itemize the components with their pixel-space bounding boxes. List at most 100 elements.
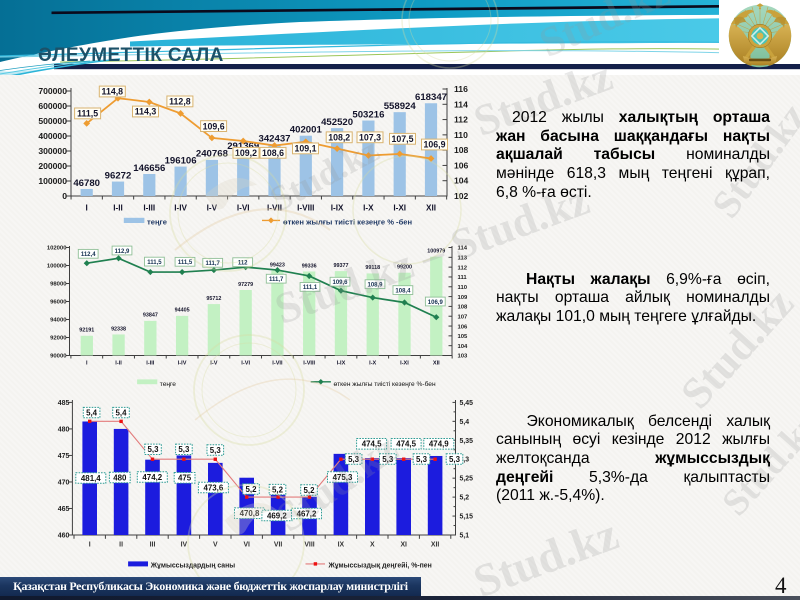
svg-text:I-VIII: I-VIII <box>303 361 315 367</box>
svg-text:460: 460 <box>58 533 70 540</box>
svg-text:400000: 400000 <box>38 131 67 141</box>
svg-text:I-V: I-V <box>210 361 217 367</box>
svg-text:109: 109 <box>458 295 469 301</box>
svg-text:5,3: 5,3 <box>178 445 190 454</box>
svg-text:95712: 95712 <box>206 296 221 302</box>
svg-text:99336: 99336 <box>302 263 317 269</box>
svg-text:92191: 92191 <box>79 328 94 334</box>
svg-text:өткен жылғы тиісті кезеңге % -: өткен жылғы тиісті кезеңге % -бен <box>283 217 412 226</box>
svg-text:I-IV: I-IV <box>178 361 187 367</box>
svg-text:XII: XII <box>431 542 440 549</box>
svg-text:5,4: 5,4 <box>86 409 98 418</box>
svg-text:452520: 452520 <box>321 117 353 128</box>
svg-text:100000: 100000 <box>38 176 67 186</box>
svg-text:500000: 500000 <box>38 116 67 126</box>
svg-text:109,6: 109,6 <box>332 280 348 286</box>
svg-text:473,6: 473,6 <box>204 483 224 492</box>
svg-text:46780: 46780 <box>73 178 100 189</box>
svg-text:114: 114 <box>454 99 468 109</box>
svg-text:96272: 96272 <box>105 170 132 181</box>
svg-text:108,4: 108,4 <box>395 288 411 294</box>
svg-text:теңге: теңге <box>160 381 177 388</box>
svg-text:106,9: 106,9 <box>428 300 444 306</box>
svg-text:474,9: 474,9 <box>429 440 449 449</box>
svg-text:Stud.kz: Stud.kz <box>533 0 676 67</box>
svg-text:XII: XII <box>426 204 436 213</box>
svg-text:112,8: 112,8 <box>169 97 191 107</box>
svg-text:99377: 99377 <box>333 263 348 269</box>
svg-text:107,3: 107,3 <box>359 133 381 143</box>
svg-text:112,4: 112,4 <box>81 252 96 258</box>
svg-text:109,2: 109,2 <box>235 148 257 158</box>
svg-text:I-IX: I-IX <box>331 204 344 213</box>
svg-text:104: 104 <box>458 344 469 350</box>
svg-text:I: I <box>89 542 91 549</box>
svg-text:I-II: I-II <box>115 361 122 367</box>
svg-text:200000: 200000 <box>38 161 67 171</box>
svg-text:98000: 98000 <box>50 282 67 288</box>
svg-text:114: 114 <box>458 246 468 252</box>
svg-text:5,2: 5,2 <box>460 495 470 502</box>
svg-text:5,3: 5,3 <box>460 457 470 464</box>
svg-text:342437: 342437 <box>258 133 290 144</box>
svg-text:XII: XII <box>433 361 440 367</box>
svg-text:5,3: 5,3 <box>210 446 222 455</box>
svg-text:90000: 90000 <box>50 354 67 360</box>
svg-text:108,6: 108,6 <box>262 148 284 158</box>
svg-text:467,2: 467,2 <box>297 509 317 518</box>
svg-text:618347: 618347 <box>415 92 447 103</box>
svg-text:110: 110 <box>454 130 468 140</box>
svg-text:96000: 96000 <box>50 300 67 306</box>
svg-text:469,2: 469,2 <box>267 511 287 520</box>
svg-text:103: 103 <box>458 354 469 360</box>
svg-text:100979: 100979 <box>427 248 445 254</box>
svg-text:240768: 240768 <box>196 149 229 160</box>
svg-text:104: 104 <box>454 176 469 186</box>
svg-text:I-XI: I-XI <box>400 361 409 367</box>
svg-text:111,5: 111,5 <box>178 260 193 266</box>
svg-text:111,7: 111,7 <box>206 261 221 267</box>
svg-text:I-III: I-III <box>143 204 155 213</box>
svg-text:5,35: 5,35 <box>460 438 474 445</box>
svg-text:291369: 291369 <box>227 141 259 152</box>
svg-text:475,3: 475,3 <box>333 473 353 482</box>
svg-text:111,5: 111,5 <box>77 109 98 119</box>
svg-text:XI: XI <box>400 542 407 549</box>
svg-text:5,2: 5,2 <box>304 486 316 495</box>
svg-text:5,2: 5,2 <box>272 486 284 495</box>
svg-text:105: 105 <box>458 334 469 340</box>
svg-text:106: 106 <box>454 160 469 170</box>
svg-text:109,6: 109,6 <box>203 121 225 131</box>
svg-text:196106: 196106 <box>165 155 197 166</box>
svg-text:114,3: 114,3 <box>135 107 157 117</box>
svg-text:5,15: 5,15 <box>460 514 474 521</box>
svg-text:474,2: 474,2 <box>142 473 162 482</box>
svg-text:402001: 402001 <box>290 125 323 136</box>
svg-text:107: 107 <box>458 314 469 320</box>
svg-text:112: 112 <box>458 265 468 271</box>
svg-text:5,1: 5,1 <box>460 533 470 540</box>
svg-text:111,5: 111,5 <box>147 260 162 266</box>
svg-text:146656: 146656 <box>133 163 165 174</box>
svg-text:5,3: 5,3 <box>416 455 428 464</box>
svg-text:I-IV: I-IV <box>174 204 187 213</box>
svg-text:465: 465 <box>58 506 70 513</box>
svg-text:300000: 300000 <box>38 146 67 156</box>
svg-text:480: 480 <box>58 426 70 433</box>
svg-text:Жұмыссыздық деңгейі, %-пен: Жұмыссыздық деңгейі, %-пен <box>328 561 432 569</box>
svg-text:700000: 700000 <box>38 86 67 96</box>
svg-text:113: 113 <box>458 256 468 262</box>
svg-text:5,4: 5,4 <box>116 409 128 418</box>
svg-text:108: 108 <box>454 145 469 155</box>
svg-text:94000: 94000 <box>50 318 67 324</box>
svg-text:110: 110 <box>458 285 468 291</box>
svg-text:5,25: 5,25 <box>460 476 474 483</box>
svg-text:99423: 99423 <box>270 262 285 268</box>
svg-text:111: 111 <box>458 275 468 281</box>
svg-text:92338: 92338 <box>111 326 126 332</box>
svg-text:I-VII: I-VII <box>267 204 282 213</box>
svg-text:I-II: I-II <box>113 204 123 213</box>
svg-text:92000: 92000 <box>50 336 67 342</box>
svg-text:470: 470 <box>58 479 70 486</box>
svg-text:өткен жылғы тиісті кезеңге %-б: өткен жылғы тиісті кезеңге %-бен <box>334 380 436 388</box>
